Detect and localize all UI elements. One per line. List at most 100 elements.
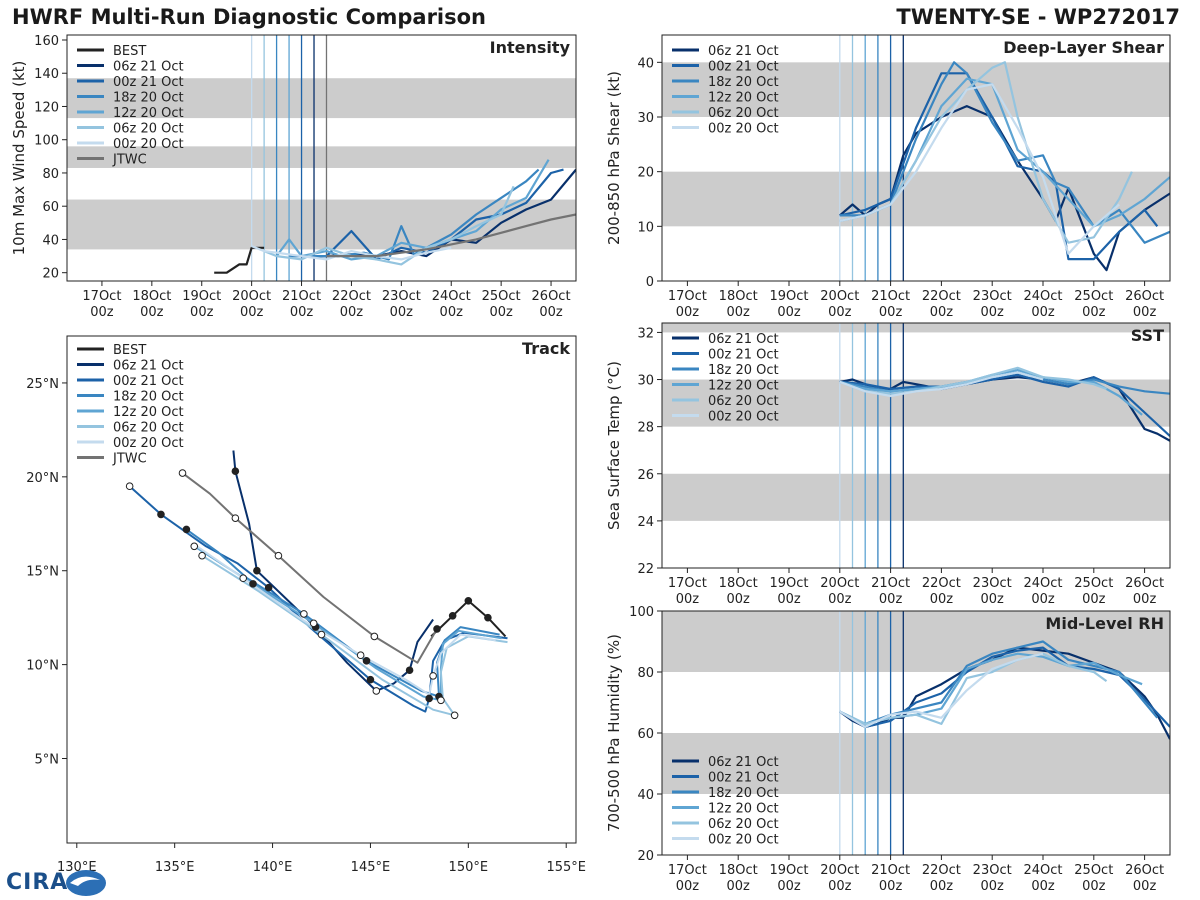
logo-swirl-icon <box>66 870 106 896</box>
intensity-legend-label: 18z 20 Oct <box>113 91 184 106</box>
rh-legend-label: 06z 21 Oct <box>708 755 779 770</box>
rh-shaded-band <box>662 611 1170 672</box>
shear-legend-label: 00z 21 Oct <box>708 60 779 75</box>
rh-xtick-date: 18Oct <box>719 863 758 878</box>
intensity-xtick-date: 24Oct <box>432 289 471 304</box>
rh-legend-label: 12z 20 Oct <box>708 802 779 817</box>
rh-ytick-label: 80 <box>637 666 654 681</box>
track-legend-label: 12z 20 Oct <box>113 405 184 420</box>
intensity-shaded-band <box>67 199 576 250</box>
intensity-ytick-label: 80 <box>42 167 59 182</box>
sst-ylabel: Sea Surface Temp (°C) <box>605 361 623 530</box>
intensity-series-06z-20-oct <box>263 185 515 266</box>
rh-xtick-date: 22Oct <box>922 863 961 878</box>
track-line-00z-21-oct <box>128 485 508 713</box>
intensity-xtick-date: 19Oct <box>182 289 221 304</box>
track-position-marker <box>370 632 379 641</box>
intensity-xtick-date: 20Oct <box>232 289 271 304</box>
sst-ytick-label: 22 <box>637 562 654 577</box>
track-position-marker <box>362 657 371 665</box>
sst-xtick-hour: 00z <box>879 592 903 607</box>
rh-ytick-label: 20 <box>637 849 654 864</box>
intensity-legend-label: 06z 21 Oct <box>113 60 184 75</box>
track-plot-area <box>125 450 508 720</box>
intensity-xtick-hour: 00z <box>290 305 314 320</box>
rh-series-00z-20-oct <box>839 652 1044 729</box>
sst-xtick-date: 20Oct <box>820 576 859 591</box>
track-position-marker <box>190 542 199 551</box>
track-line-jtwc <box>181 472 438 664</box>
rh-xtick-hour: 00z <box>1031 879 1055 894</box>
rh-xtick-hour: 00z <box>981 879 1005 894</box>
shear-series-00z-21-oct <box>839 72 1159 261</box>
rh-xtick-date: 26Oct <box>1125 863 1164 878</box>
figure-title: HWRF Multi-Run Diagnostic Comparison <box>12 5 487 29</box>
shear-series-00z-20-oct <box>839 83 1120 255</box>
rh-xtick-date: 23Oct <box>973 863 1012 878</box>
sst-xtick-hour: 00z <box>930 592 954 607</box>
intensity-xtick-hour: 00z <box>340 305 364 320</box>
rh-xtick-date: 19Oct <box>769 863 808 878</box>
shear-xtick-date: 22Oct <box>922 289 961 304</box>
intensity-ytick-label: 100 <box>34 134 59 149</box>
track-ytick-label: 15°N <box>26 565 59 580</box>
shear-ylabel: 200-850 hPa Shear (kt) <box>605 71 623 245</box>
shear-xtick-date: 17Oct <box>668 289 707 304</box>
shear-xtick-date: 20Oct <box>820 289 859 304</box>
track-position-marker <box>450 711 459 720</box>
intensity-xtick-hour: 00z <box>539 305 563 320</box>
rh-ytick-label: 60 <box>637 727 654 742</box>
track-position-marker <box>157 510 165 519</box>
rh-xtick-hour: 00z <box>879 879 903 894</box>
track-xtick-label: 140°E <box>253 860 293 875</box>
sst-xtick-date: 21Oct <box>871 576 910 591</box>
rh-xtick-hour: 00z <box>930 879 954 894</box>
shear-ytick-label: 40 <box>637 56 654 71</box>
track-position-marker <box>178 469 187 477</box>
sst-xtick-date: 25Oct <box>1074 576 1113 591</box>
shear-xtick-date: 24Oct <box>1023 289 1062 304</box>
rh-xtick-date: 24Oct <box>1023 863 1062 878</box>
shear-xtick-date: 25Oct <box>1074 289 1113 304</box>
intensity-title: Intensity <box>490 38 571 57</box>
sst-ytick-label: 32 <box>637 326 654 341</box>
shear-legend-label: 06z 20 Oct <box>708 106 779 121</box>
intensity-xtick-hour: 00z <box>489 305 513 320</box>
track-position-marker <box>317 630 326 639</box>
track-position-marker <box>405 666 414 675</box>
sst-legend-label: 00z 20 Oct <box>708 410 779 425</box>
track-position-marker <box>437 696 445 705</box>
sst-series-00z-21-oct <box>839 373 1170 437</box>
sst-legend-label: 06z 21 Oct <box>708 332 779 347</box>
track-position-marker <box>198 551 206 560</box>
track-line-12z-20-oct <box>193 545 502 702</box>
track-position-marker <box>309 619 318 628</box>
shear-xtick-hour: 00z <box>777 305 801 320</box>
track-xtick-label: 145°E <box>351 860 391 875</box>
sst-xtick-date: 24Oct <box>1023 576 1062 591</box>
track-position-marker <box>433 625 441 633</box>
sst-xtick-date: 19Oct <box>769 576 808 591</box>
sst-series-00z-20-oct <box>839 371 1044 398</box>
rh-xtick-hour: 00z <box>676 879 700 894</box>
intensity-ytick-label: 60 <box>42 200 59 215</box>
intensity-legend-label: 12z 20 Oct <box>113 106 184 121</box>
rh-ylabel: 700-500 hPa Humidity (%) <box>605 634 623 832</box>
track-position-marker <box>366 675 375 684</box>
track-legend-label: 00z 21 Oct <box>113 374 184 389</box>
track-position-marker <box>484 613 492 622</box>
intensity-xtick-date: 18Oct <box>132 289 171 304</box>
shear-xtick-hour: 00z <box>828 305 852 320</box>
sst-shaded-band <box>662 473 1170 521</box>
shear-xtick-date: 21Oct <box>871 289 910 304</box>
intensity-xtick-date: 22Oct <box>332 289 371 304</box>
sst-xtick-hour: 00z <box>1082 592 1106 607</box>
rh-ytick-label: 100 <box>629 605 654 620</box>
sst-shaded-band <box>662 323 1170 333</box>
cira-logo <box>66 870 106 896</box>
shear-xtick-hour: 00z <box>879 305 903 320</box>
track-legend-label: BEST <box>113 343 146 358</box>
sst-series-06z-20-oct <box>839 366 1107 395</box>
shear-xtick-hour: 00z <box>930 305 954 320</box>
